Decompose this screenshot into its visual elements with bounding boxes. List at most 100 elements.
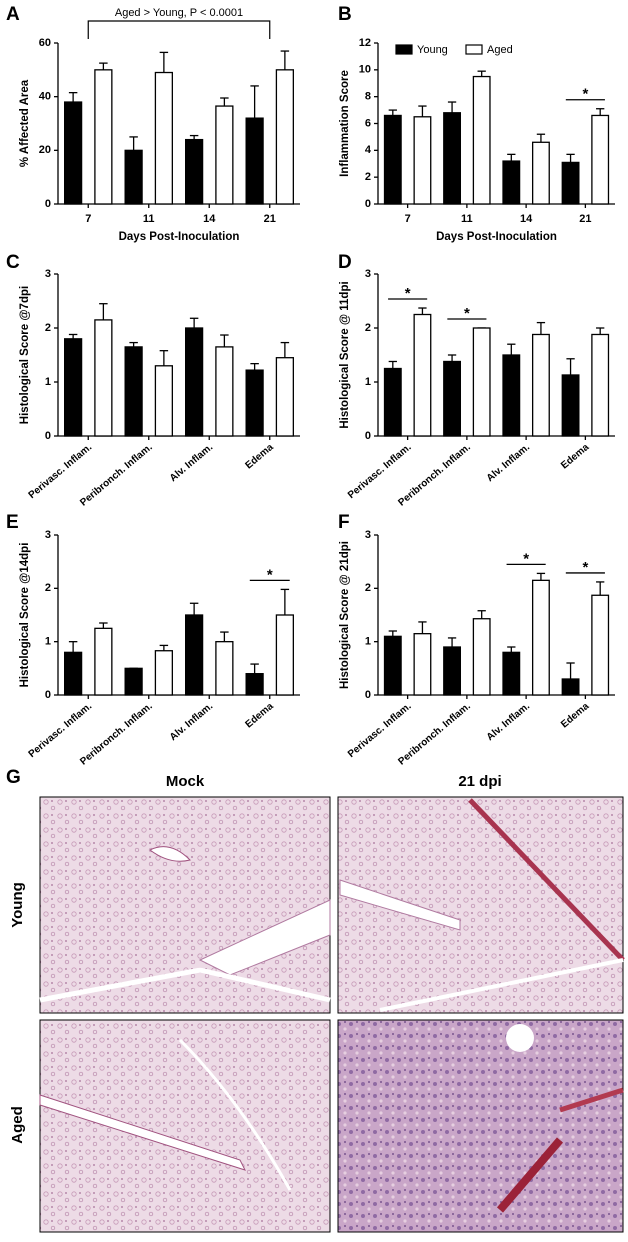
bar (472, 618, 491, 696)
legend-label: Aged (487, 44, 513, 56)
annotation-bracket (87, 20, 271, 39)
bar (64, 651, 83, 696)
bar (275, 614, 294, 696)
bar (275, 357, 294, 437)
micrograph (337, 1019, 624, 1233)
bar (472, 327, 491, 437)
panel-letter: G (6, 767, 21, 788)
x-tick-label: Perivasc. Inflam. (27, 701, 95, 760)
y-tick-label: 2 (365, 171, 371, 183)
y-tick-label: 0 (45, 689, 51, 701)
y-tick-label: 3 (45, 268, 51, 280)
micrograph (39, 796, 331, 1014)
y-tick-label: 0 (365, 198, 371, 210)
x-tick-label: Edema (559, 442, 592, 472)
bar (443, 360, 462, 437)
bar (531, 333, 550, 437)
x-tick-label: Perivasc. Inflam. (27, 442, 95, 501)
panel-letter: D (338, 252, 352, 273)
bar (383, 114, 402, 205)
bar (591, 594, 610, 696)
annotation: Aged > Young, P < 0.0001 (115, 7, 243, 19)
y-axis-label: % Affected Area (19, 79, 31, 167)
y-tick-label: 1 (45, 376, 51, 388)
y-tick-label: 2 (365, 582, 371, 594)
y-tick-label: 0 (365, 689, 371, 701)
x-tick-label: 21 (579, 213, 591, 225)
y-tick-label: 8 (365, 91, 371, 103)
y-tick-label: 60 (39, 37, 51, 49)
bar (531, 141, 550, 205)
significance-mark: * (582, 86, 588, 103)
bar (124, 667, 143, 696)
y-tick-label: 3 (365, 268, 371, 280)
bar (185, 327, 204, 437)
y-axis-label: Histological Score @14dpi (19, 543, 31, 688)
bar (561, 161, 580, 205)
x-tick-label: Perivasc. Inflam. (346, 442, 414, 501)
x-axis-label: Days Post-Inoculation (436, 231, 557, 243)
x-tick-label: 7 (85, 213, 91, 225)
y-tick-label: 3 (365, 529, 371, 541)
significance-mark: * (267, 566, 273, 583)
bar (413, 116, 432, 205)
x-tick-label: 14 (203, 213, 216, 225)
y-axis-label: Inflammation Score (339, 70, 351, 177)
bar (561, 678, 580, 696)
x-tick-label: 21 (264, 213, 276, 225)
bar (472, 75, 491, 205)
bar (185, 138, 204, 205)
panel-letter: F (338, 512, 350, 533)
bar (215, 105, 234, 205)
y-axis-label: Histological Score @ 21dpi (339, 541, 351, 689)
bar (154, 365, 173, 437)
y-axis-label: Histological Score @ 11dpi (339, 281, 351, 428)
legend-label: Young (417, 44, 448, 56)
y-tick-label: 40 (39, 91, 51, 103)
bar (502, 354, 521, 437)
bar (94, 69, 113, 205)
y-tick-label: 1 (365, 636, 371, 648)
bar (531, 579, 550, 696)
x-tick-label: Edema (243, 442, 276, 472)
bar (502, 651, 521, 696)
significance-mark: * (582, 559, 588, 576)
significance-mark: * (523, 550, 529, 567)
y-tick-label: 0 (45, 430, 51, 442)
bar (64, 338, 83, 437)
y-tick-label: 0 (45, 198, 51, 210)
bar (383, 635, 402, 696)
x-tick-label: Edema (559, 701, 592, 731)
y-tick-label: 2 (365, 322, 371, 334)
bar (64, 101, 83, 205)
x-tick-label: Perivasc. Inflam. (346, 701, 414, 760)
row-label: Aged (9, 1106, 26, 1144)
x-tick-label: Alv. Inflam. (485, 701, 533, 743)
bar (443, 646, 462, 696)
x-tick-label: Alv. Inflam. (168, 701, 216, 743)
column-label: Mock (166, 773, 205, 790)
x-tick-label: 11 (143, 213, 155, 225)
bar (561, 374, 580, 437)
bar (124, 346, 143, 437)
y-tick-label: 12 (359, 37, 371, 49)
bar (215, 641, 234, 696)
x-tick-label: Alv. Inflam. (485, 442, 533, 484)
bar (413, 633, 432, 696)
micrograph (337, 796, 625, 1014)
legend-swatch (465, 44, 483, 55)
bar (591, 114, 610, 205)
y-tick-label: 3 (45, 529, 51, 541)
x-tick-label: 14 (520, 213, 533, 225)
bar (154, 71, 173, 205)
bar (185, 614, 204, 696)
x-tick-label: Alv. Inflam. (168, 442, 216, 484)
bar (215, 346, 234, 437)
y-tick-label: 10 (359, 64, 371, 76)
panel-letter: B (338, 4, 352, 25)
x-tick-label: 11 (461, 213, 473, 225)
significance-mark: * (405, 285, 411, 302)
bar (591, 333, 610, 437)
legend-swatch (395, 44, 413, 55)
y-tick-label: 1 (365, 376, 371, 388)
